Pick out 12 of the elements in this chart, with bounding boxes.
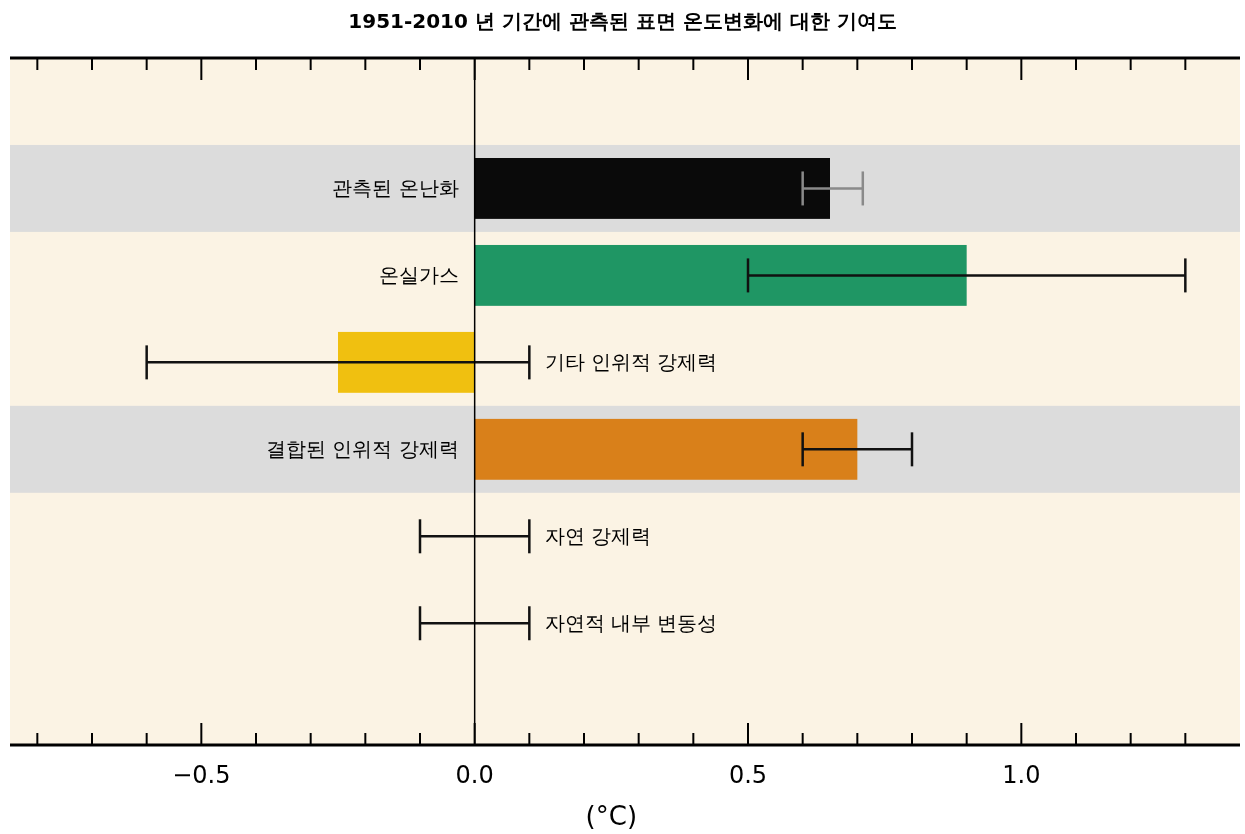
y-tick-label: 관측된 온난화 <box>332 176 459 201</box>
x-tick-label: 1.0 <box>1002 761 1041 789</box>
y-tick-label: 자연 강제력 <box>544 524 652 549</box>
x-tick-label: 0.0 <box>455 761 494 789</box>
y-tick-label: 자연적 내부 변동성 <box>544 611 718 636</box>
y-tick-label: 기타 인위적 강제력 <box>544 350 718 375</box>
x-tick-label: −0.5 <box>172 761 231 789</box>
x-tick-label: 0.5 <box>728 761 768 789</box>
chart-title: 1951-2010 년 기간에 관측된 표면 온도변화에 대한 기여도 <box>348 9 897 33</box>
x-axis-title: (°C) <box>585 801 638 831</box>
y-tick-label: 결합된 인위적 강제력 <box>265 437 459 462</box>
y-tick-label: 온실가스 <box>378 263 459 288</box>
